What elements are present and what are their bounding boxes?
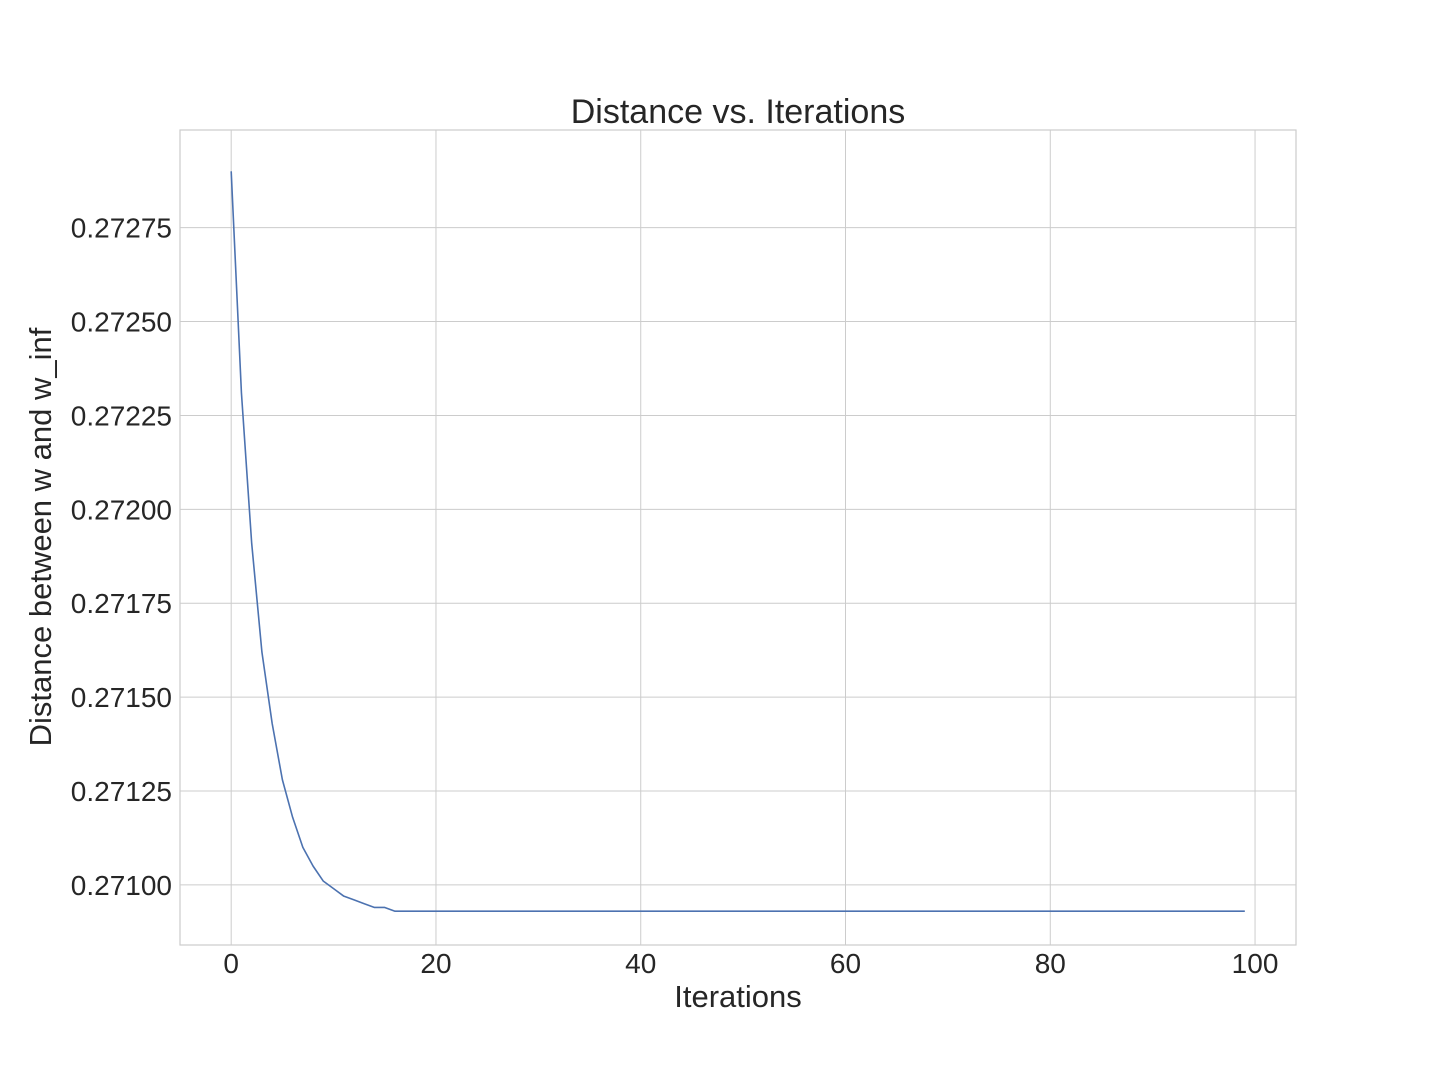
x-axis-ticks: 0 20 40 60 80 100 xyxy=(223,948,1278,979)
x-tick-label: 40 xyxy=(625,948,656,979)
series-layer xyxy=(230,171,1245,913)
grid-lines xyxy=(180,130,1296,945)
y-tick-label: 0.27125 xyxy=(71,776,172,807)
x-tick-label: 20 xyxy=(420,948,451,979)
y-tick-label: 0.27175 xyxy=(71,588,172,619)
y-tick-label: 0.27150 xyxy=(71,682,172,713)
plot-area-frame xyxy=(179,129,1297,946)
x-tick-label: 80 xyxy=(1035,948,1066,979)
y-tick-label: 0.27225 xyxy=(71,400,172,431)
x-tick-label: 0 xyxy=(223,948,239,979)
y-tick-label: 0.27100 xyxy=(71,870,172,901)
x-tick-label: 60 xyxy=(830,948,861,979)
x-tick-label: 100 xyxy=(1232,948,1279,979)
chart-title: Distance vs. Iterations xyxy=(571,93,905,131)
y-tick-label: 0.27250 xyxy=(71,307,172,338)
x-axis-label: Iterations xyxy=(674,979,802,1014)
series-line xyxy=(230,171,1245,913)
y-axis-ticks: 0.27100 0.27125 0.27150 0.27175 0.27200 0.272… xyxy=(71,213,172,901)
y-tick-label: 0.27200 xyxy=(71,494,172,525)
y-axis-label: Distance between w and w_inf xyxy=(23,327,58,746)
y-tick-label: 0.27275 xyxy=(71,213,172,244)
